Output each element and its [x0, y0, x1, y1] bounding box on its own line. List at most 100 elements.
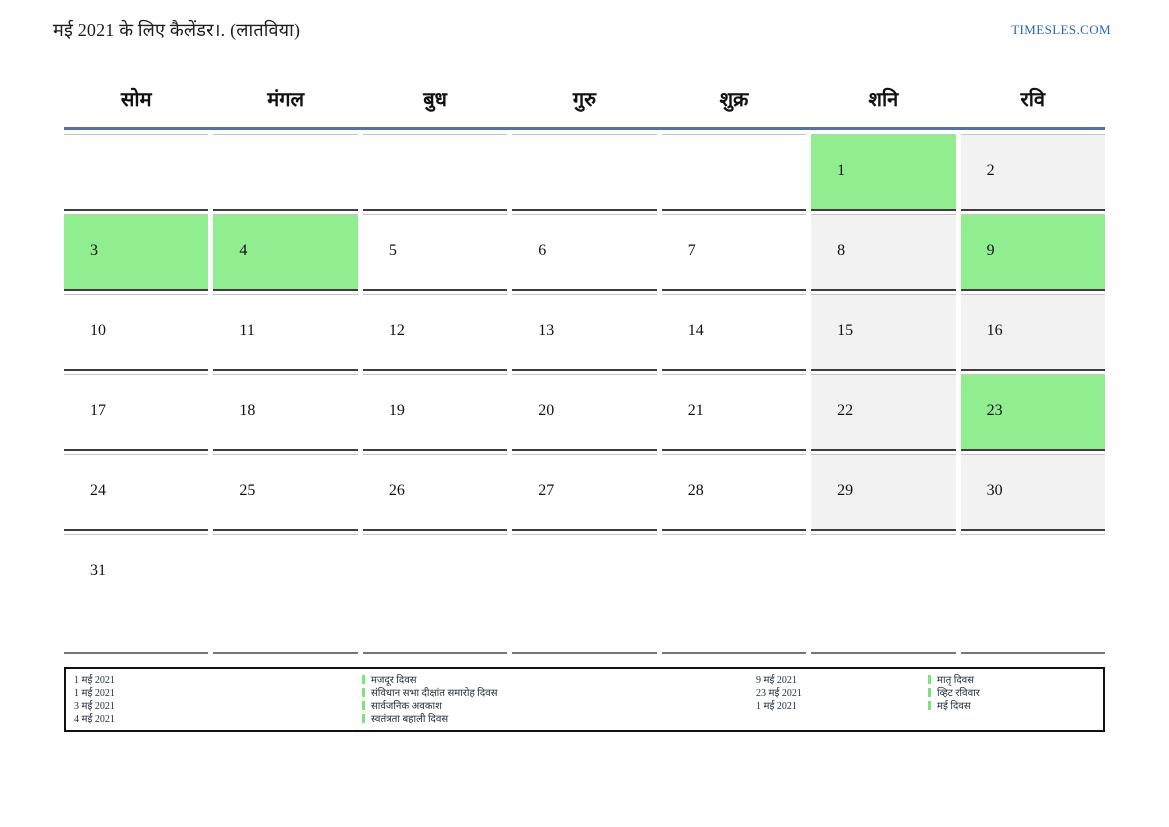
day-cell-14: 14 — [661, 294, 807, 371]
weekday-header-fri: शुक्र — [719, 88, 749, 111]
day-cell-24: 24 — [64, 454, 209, 531]
day-cell-5: 5 — [362, 214, 508, 291]
day-number: 8 — [837, 242, 846, 259]
day-cell-11: 11 — [213, 294, 358, 371]
holiday-marker-icon — [362, 714, 365, 723]
day-cell-20: 20 — [512, 374, 657, 451]
legend-entry-name: संविधान सभा दीक्षांत समारोह दिवस — [362, 688, 756, 700]
day-cell-12: 12 — [362, 294, 508, 371]
day-cell-8: 8 — [811, 214, 956, 291]
day-number: 27 — [538, 482, 555, 499]
day-cell-30: 30 — [960, 454, 1105, 531]
day-number: 10 — [90, 322, 106, 339]
day-cell-15: 15 — [811, 294, 956, 371]
day-number: 5 — [388, 242, 397, 259]
day-number: 7 — [687, 242, 696, 259]
day-cell-empty — [213, 134, 358, 211]
day-cell-22: 22 — [811, 374, 956, 451]
legend-entry-date: 1 मई 2021 — [74, 675, 115, 686]
holiday-marker-icon — [362, 701, 365, 710]
day-cell-26: 26 — [362, 454, 508, 531]
brand-link[interactable]: TIMESLES.COM — [1011, 22, 1111, 37]
day-cell-4: 4 — [213, 214, 358, 291]
day-cell-empty — [811, 534, 956, 654]
legend-holiday-label: व्हिट रविवार — [937, 688, 980, 699]
day-number: 11 — [239, 322, 255, 339]
day-cell-empty — [661, 534, 807, 654]
day-number: 3 — [90, 242, 98, 259]
day-number: 12 — [388, 322, 405, 339]
legend-holiday-label: मातृ दिवस — [937, 675, 974, 686]
day-cell-27: 27 — [512, 454, 657, 531]
day-number: 17 — [90, 402, 106, 419]
day-number: 2 — [986, 162, 995, 179]
legend-entry-name: मई दिवस — [928, 701, 1097, 713]
legend-entry-name: मातृ दिवस — [928, 675, 1097, 687]
weekday-header-sun: रवि — [1020, 88, 1046, 111]
day-number: 21 — [687, 402, 704, 419]
day-cell-29: 29 — [811, 454, 956, 531]
day-cell-7: 7 — [661, 214, 807, 291]
legend-entry-date: 23 मई 2021 — [756, 688, 802, 699]
day-number: 26 — [388, 482, 405, 499]
day-cell-empty — [960, 534, 1105, 654]
day-number: 20 — [538, 402, 555, 419]
day-cell-18: 18 — [213, 374, 358, 451]
weekday-header-mon: सोम — [120, 88, 152, 111]
day-number: 18 — [239, 402, 256, 419]
day-number: 6 — [538, 242, 547, 259]
day-number: 15 — [837, 322, 854, 339]
day-number: 1 — [837, 162, 846, 179]
day-number: 28 — [687, 482, 704, 499]
legend-entry-date: 3 मई 2021 — [74, 701, 115, 712]
day-cell-2: 2 — [960, 134, 1105, 211]
page-title: मई 2021 के लिए कैलेंडर।. (लातविया) — [53, 20, 301, 40]
day-cell-13: 13 — [512, 294, 657, 371]
day-cell-3: 3 — [64, 214, 209, 291]
weekday-header-row: सोम मंगल बुध गुरु शुक्र शनि रवि — [64, 74, 1105, 122]
day-cell-23: 23 — [960, 374, 1105, 451]
weekday-header-tue: मंगल — [267, 88, 305, 111]
holiday-marker-icon — [928, 701, 931, 710]
day-number: 13 — [538, 322, 555, 339]
day-number: 14 — [687, 322, 704, 339]
day-number: 9 — [986, 242, 995, 259]
holiday-marker-icon — [928, 675, 931, 684]
day-number: 23 — [986, 402, 1003, 419]
day-cell-empty — [512, 134, 657, 211]
day-cell-10: 10 — [64, 294, 209, 371]
legend-holiday-label: सार्वजनिक अवकाश — [371, 701, 442, 712]
legend-holiday-label: संविधान सभा दीक्षांत समारोह दिवस — [371, 688, 498, 699]
day-cell-empty — [362, 134, 508, 211]
day-cell-16: 16 — [960, 294, 1105, 371]
holiday-marker-icon — [928, 688, 931, 697]
legend-entry-name: स्वतंत्रता बहाली दिवस — [362, 714, 756, 726]
day-cell-empty — [213, 534, 358, 654]
legend-entry-name: मजदूर दिवस — [362, 675, 756, 687]
weekday-header-sat: शनि — [868, 88, 899, 111]
day-number: 29 — [837, 482, 854, 499]
day-cell-19: 19 — [362, 374, 508, 451]
weekday-header-wed: बुध — [423, 88, 447, 111]
legend: 1 मई 2021 मजदूर दिवस 1 मई 2021 संविधान सभा … — [64, 667, 1105, 732]
legend-entry-date: 1 मई 2021 — [74, 688, 115, 699]
legend-holiday-label: स्वतंत्रता बहाली दिवस — [371, 714, 449, 725]
day-number: 31 — [90, 562, 106, 579]
day-cell-21: 21 — [661, 374, 807, 451]
day-number: 30 — [986, 482, 1003, 499]
legend-entry-name: व्हिट रविवार — [928, 688, 1097, 700]
legend-holiday-label: मई दिवस — [937, 701, 971, 712]
day-cell-9: 9 — [960, 214, 1105, 291]
legend-entry-date: 4 मई 2021 — [74, 714, 115, 725]
page-header: मई 2021 के लिए कैलेंडर।. (लातविया) TIMES… — [53, 18, 1111, 42]
header-separator-line — [64, 127, 1105, 130]
legend-entry-date: 1 मई 2021 — [756, 701, 797, 712]
legend-group-right: 9 मई 2021 मातृ दिवस 23 मई 2021 व्हिट रविवार… — [756, 675, 1097, 730]
day-cell-1: 1 — [811, 134, 956, 211]
day-cell-empty — [362, 534, 508, 654]
day-number: 25 — [239, 482, 256, 499]
day-cell-empty — [661, 134, 807, 211]
day-number: 24 — [90, 482, 106, 499]
legend-entry-date: 9 मई 2021 — [756, 675, 797, 686]
